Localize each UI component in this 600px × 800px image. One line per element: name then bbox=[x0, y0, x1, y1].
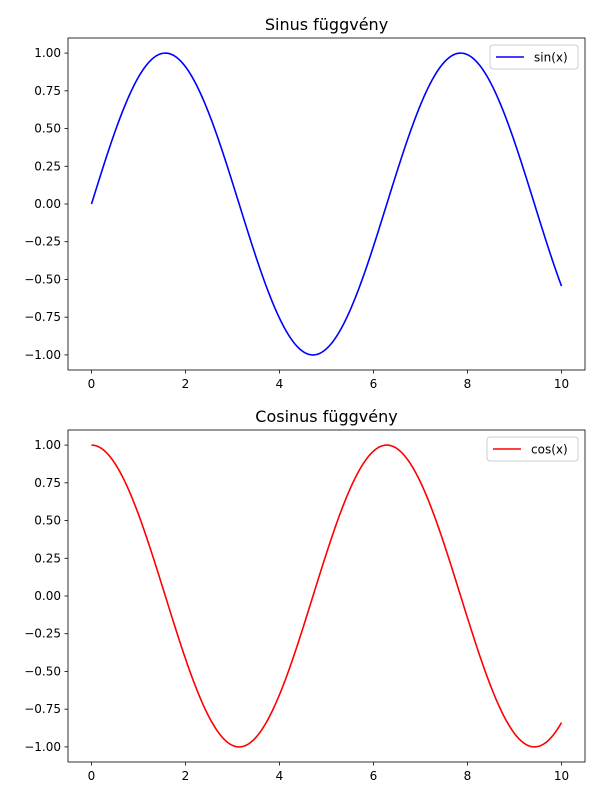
x-tick-label: 0 bbox=[88, 377, 96, 391]
x-tick-label: 4 bbox=[276, 377, 284, 391]
legend: sin(x) bbox=[489, 44, 579, 70]
y-tick-label: 0.25 bbox=[34, 159, 61, 173]
legend-label: sin(x) bbox=[534, 51, 568, 65]
series-line-cos-x bbox=[91, 444, 563, 748]
y-tick-label: −0.50 bbox=[24, 272, 61, 286]
subplot-1: Sinus függvény 0 2 4 6 8 10 −1.00 −0.75 −0.50 −0.2… bbox=[24, 15, 586, 391]
subplot-2: Cosinus függvény 0 2 4 6 8 10 −1.00 −0.75 −0.50 −0… bbox=[24, 407, 586, 783]
x-tick-label: 6 bbox=[370, 769, 378, 783]
legend: cos(x) bbox=[486, 436, 579, 462]
x-tick-label: 10 bbox=[554, 769, 569, 783]
y-tick-label: 0.50 bbox=[34, 122, 61, 136]
y-tick-label: 0.50 bbox=[34, 514, 61, 528]
y-tick-label: 1.00 bbox=[34, 438, 61, 452]
x-tick-label: 0 bbox=[88, 769, 96, 783]
y-tick-label: 1.00 bbox=[34, 46, 61, 60]
x-tick-label: 4 bbox=[276, 769, 284, 783]
x-tick-label: 2 bbox=[182, 377, 190, 391]
x-tick-label: 8 bbox=[464, 769, 472, 783]
y-tick-label: −1.00 bbox=[24, 740, 61, 754]
legend-label: cos(x) bbox=[531, 443, 568, 457]
x-tick-label: 6 bbox=[370, 377, 378, 391]
y-tick-label: −0.75 bbox=[24, 702, 61, 716]
chart-title: Sinus függvény bbox=[265, 15, 388, 34]
y-tick-label: 0.75 bbox=[34, 476, 61, 490]
y-tick-label: 0.25 bbox=[34, 551, 61, 565]
x-tick-label: 2 bbox=[182, 769, 190, 783]
x-tick-label: 8 bbox=[464, 377, 472, 391]
legend-box bbox=[489, 44, 579, 70]
y-tick-label: 0.00 bbox=[34, 197, 61, 211]
plots-container: Sinus függvény 0 2 4 6 8 10 −1.00 −0.75 −0.50 −0.2… bbox=[24, 15, 586, 783]
legend-box bbox=[486, 436, 579, 462]
y-tick-label: −0.75 bbox=[24, 310, 61, 324]
y-tick-label: −0.50 bbox=[24, 664, 61, 678]
y-tick-label: −1.00 bbox=[24, 348, 61, 362]
x-tick-label: 10 bbox=[554, 377, 569, 391]
y-tick-label: 0.75 bbox=[34, 84, 61, 98]
y-tick-label: −0.25 bbox=[24, 235, 61, 249]
y-tick-label: 0.00 bbox=[34, 589, 61, 603]
chart-title: Cosinus függvény bbox=[255, 407, 397, 426]
y-tick-label: −0.25 bbox=[24, 627, 61, 641]
series-line-sin-x bbox=[90, 52, 563, 356]
